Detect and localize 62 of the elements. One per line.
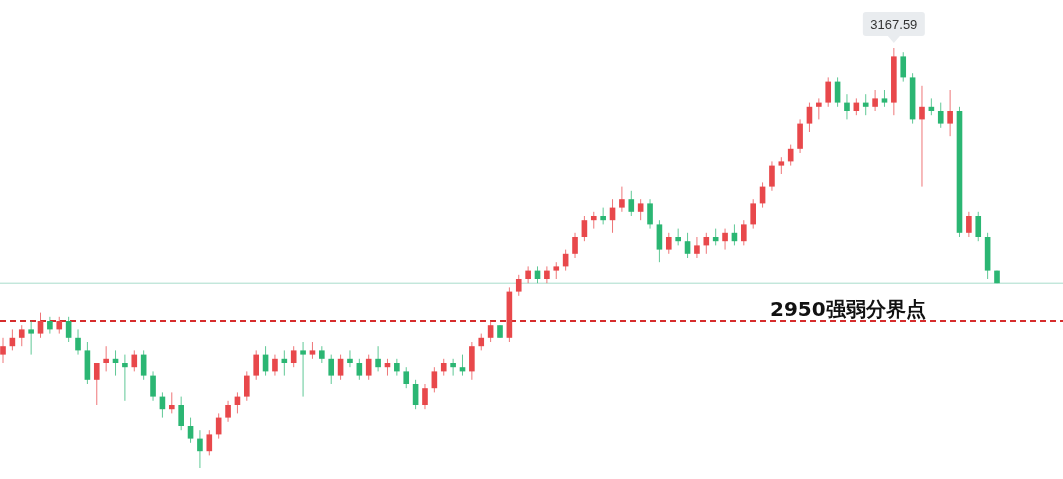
candlestick — [684, 232, 691, 259]
candlestick — [103, 345, 109, 372]
candlestick — [272, 354, 278, 377]
candlestick — [178, 396, 184, 431]
candlestick — [356, 358, 363, 381]
candlestick — [703, 232, 710, 255]
candlestick — [900, 51, 907, 83]
candlestick — [816, 97, 822, 120]
candlestick — [769, 160, 775, 192]
candlestick — [975, 211, 982, 242]
candlestick — [741, 219, 747, 246]
candlestick — [572, 232, 578, 259]
candlestick — [300, 341, 306, 398]
candlestick — [450, 358, 456, 377]
candlestick — [375, 345, 381, 372]
candlestick — [694, 236, 700, 259]
candlestick — [290, 345, 297, 368]
candlestick — [722, 228, 728, 251]
candlestick — [750, 198, 756, 230]
candlestick — [365, 354, 372, 381]
candlestick — [525, 265, 531, 284]
candlestick — [168, 391, 175, 414]
candlestick — [844, 93, 850, 120]
candlestick — [919, 85, 925, 188]
candlestick — [75, 328, 81, 356]
candlestick — [0, 337, 6, 364]
candlestick — [328, 354, 335, 385]
candlestick — [244, 370, 250, 402]
candlestick — [131, 349, 138, 372]
candlestick — [403, 366, 410, 389]
candlestick — [825, 76, 832, 108]
candlestick — [937, 102, 944, 129]
candlestick — [872, 89, 878, 112]
candlestick — [515, 274, 522, 297]
candlestick — [18, 324, 25, 347]
candlestick — [422, 383, 428, 410]
candlestick — [206, 429, 213, 456]
candlestick — [347, 349, 353, 368]
candlestick — [619, 186, 625, 213]
ref-line-label: 2950强弱分界点 — [770, 297, 926, 321]
candlestick — [187, 417, 194, 444]
candlestick — [947, 89, 953, 137]
candlestick — [544, 265, 550, 284]
candlestick — [487, 320, 494, 343]
candlestick — [47, 316, 53, 335]
candlestick — [37, 312, 44, 339]
candlestick — [197, 429, 203, 469]
candlestick — [665, 232, 672, 255]
candlestick — [637, 198, 644, 221]
annotation: 3167.59 — [870, 17, 918, 32]
candlestick — [225, 400, 231, 423]
candlestick — [150, 370, 156, 402]
candlestick — [253, 349, 259, 381]
candlestick — [628, 190, 635, 217]
candlestick — [122, 354, 128, 402]
candlestick — [787, 144, 794, 167]
candlestick — [93, 362, 100, 406]
candlestick — [28, 320, 34, 356]
callout: 3167.59 — [862, 12, 925, 43]
candlestick — [862, 93, 869, 116]
candlestick — [966, 211, 972, 238]
candlestick — [647, 198, 653, 230]
